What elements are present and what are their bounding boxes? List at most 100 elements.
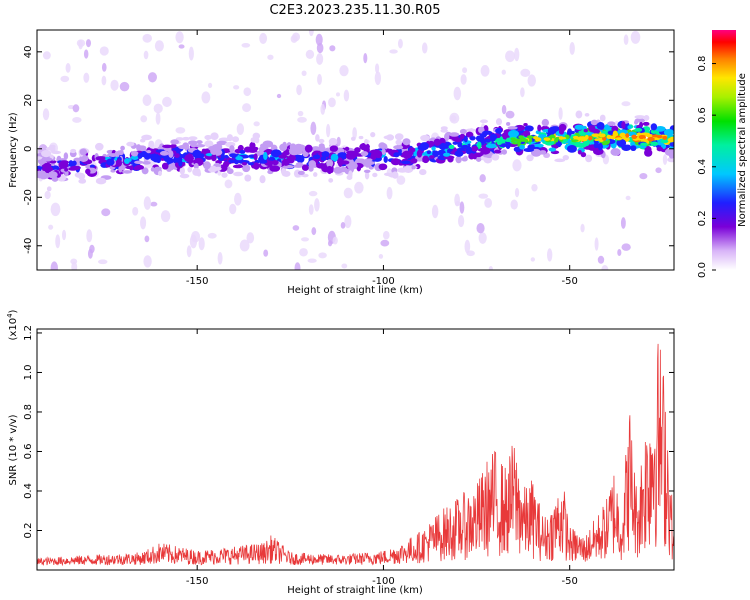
- spectrogram-cell: [647, 136, 655, 142]
- spectrogram-cell: [450, 115, 457, 122]
- spectrogram-cell: [142, 161, 151, 165]
- colorbar-tick-label: 0.8: [697, 56, 708, 72]
- spectrogram-cell: [363, 169, 371, 173]
- spectrogram-cell: [523, 147, 535, 152]
- spectrogram-cell: [253, 121, 260, 127]
- spectrogram-cell: [401, 160, 411, 165]
- spectrogram-cell: [71, 160, 77, 166]
- spectrogram-cell: [462, 67, 468, 74]
- spectrogram-cell: [224, 179, 233, 189]
- spectrogram-cell: [396, 175, 406, 185]
- spectrogram-cell: [409, 147, 416, 153]
- spectrogram-cell: [37, 156, 43, 160]
- spectrogram-cell: [217, 252, 223, 265]
- spectrogram-cell: [548, 147, 556, 152]
- spectrogram-cell: [178, 44, 185, 49]
- spectrogram-cell: [457, 140, 463, 148]
- spectrogram-cell: [320, 103, 326, 115]
- spectrogram-cell: [269, 165, 281, 172]
- spectrogram-cell: [513, 138, 521, 142]
- spectrogram-cell: [308, 160, 317, 168]
- spectrogram-cell: [242, 103, 252, 113]
- spectrogram-cell: [186, 245, 192, 258]
- spectrogram-cell: [479, 174, 486, 183]
- y-tick-label: 0.6: [23, 444, 34, 460]
- spectrogram-cell: [301, 70, 307, 77]
- spectrogram-cell: [44, 190, 51, 200]
- spectrogram-cell: [615, 137, 623, 141]
- spectrogram-cell: [530, 148, 542, 157]
- spectrogram-cell: [397, 38, 403, 49]
- spectrogram-cell: [301, 164, 309, 171]
- spectrogram-cell: [210, 147, 218, 155]
- spectrogram-cell: [143, 151, 151, 160]
- spectrogram-frame: [36, 29, 675, 271]
- spectrogram-cell: [222, 161, 230, 168]
- spectrogram-cell: [243, 87, 252, 97]
- spectrogram-cell: [388, 148, 393, 155]
- y-tick-label: 1.0: [23, 365, 34, 381]
- spectrogram-cell: [95, 177, 107, 185]
- spectrogram-cell: [644, 145, 652, 154]
- spectrogram-cell: [178, 144, 187, 150]
- spectrogram-cell: [469, 136, 476, 141]
- spectrogram-cell: [374, 150, 383, 159]
- spectrogram-cell: [328, 178, 334, 183]
- spectrogram-cell: [343, 187, 353, 199]
- spectrogram-cell: [168, 150, 174, 158]
- spectrogram-cell: [477, 141, 482, 149]
- spectrogram-cell: [454, 137, 462, 143]
- spectrogram-cell: [514, 47, 520, 62]
- spectrogram-cell: [118, 165, 123, 173]
- spectrogram-cell: [285, 148, 290, 156]
- spectrogram-cell: [296, 155, 305, 164]
- spectrogram-cell: [383, 172, 392, 176]
- spectrogram-cell: [554, 138, 559, 143]
- spectrogram-cell: [510, 137, 516, 141]
- spectrogram-cell: [383, 155, 388, 163]
- spectrogram-cell: [348, 170, 353, 179]
- spectrogram-cell: [344, 146, 350, 151]
- spectrogram-cell: [577, 149, 582, 155]
- spectrogram-cell: [640, 142, 648, 146]
- spectrogram-cell: [459, 201, 465, 214]
- spectrogram-cell: [193, 162, 199, 170]
- spectrogram-cell: [78, 172, 86, 180]
- spectrogram-cell: [374, 71, 382, 86]
- spectrogram-cell: [610, 148, 621, 156]
- spectrogram-cell: [569, 41, 575, 55]
- spectrogram-cell: [205, 135, 210, 141]
- spectrogram-cell: [196, 140, 203, 145]
- spectrogram-marks: [37, 30, 674, 270]
- spectrogram-cell: [554, 158, 566, 163]
- spectrogram-cell: [124, 158, 130, 165]
- spectrogram-cell: [633, 120, 639, 125]
- spectrogram-cell: [534, 143, 544, 148]
- spectrogram-x-ticks: -150 -100 -50: [186, 30, 578, 287]
- spectrogram-cell: [263, 249, 269, 257]
- spectrogram-cell: [378, 253, 384, 259]
- spectrogram-cell: [505, 141, 511, 150]
- spectrogram-y-label: Frequency (Hz): [8, 112, 19, 188]
- spectrogram-cell: [463, 135, 468, 143]
- spectrogram-cell: [179, 166, 185, 175]
- spectrogram-cell: [49, 144, 56, 149]
- spectrogram-cell: [99, 46, 109, 56]
- spectrogram-cell: [300, 237, 310, 242]
- spectrogram-cell: [42, 108, 50, 121]
- spectrogram-cell: [143, 196, 152, 210]
- spectrogram-cell: [270, 149, 282, 158]
- spectrogram-cell: [262, 140, 274, 148]
- spectrogram-cell: [304, 144, 313, 153]
- spectrogram-cell: [83, 72, 90, 83]
- spectrogram-cell: [307, 258, 317, 263]
- spectrogram-cell: [211, 153, 217, 162]
- spectrogram-cell: [571, 139, 579, 142]
- spectrogram-cell: [314, 198, 320, 212]
- spectrogram-cell: [190, 142, 197, 148]
- spectrogram-cell: [380, 239, 390, 247]
- spectrogram-cell: [526, 135, 534, 139]
- spectrogram-cell: [343, 89, 350, 102]
- x-tick-label: -150: [186, 276, 209, 287]
- spectrogram-cell: [349, 161, 358, 170]
